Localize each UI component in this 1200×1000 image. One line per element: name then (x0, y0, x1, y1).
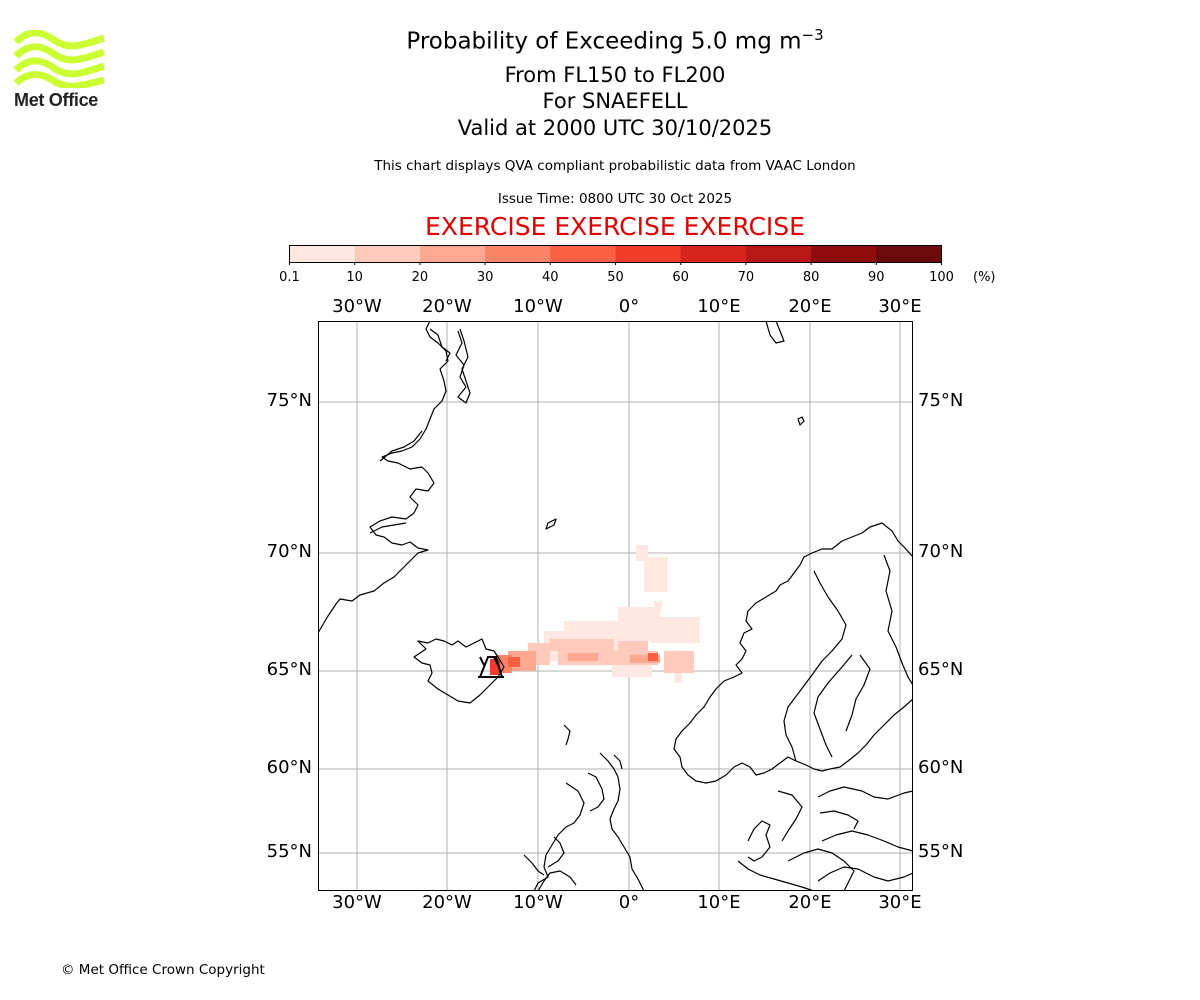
lon-label-bottom: 30°E (878, 892, 922, 913)
lat-label-right: 75°N (918, 390, 964, 411)
colorbar-cell (354, 245, 421, 263)
colorbar-tick-label: 100 (929, 270, 954, 285)
lat-label-right: 60°N (918, 757, 964, 778)
exercise-banner: EXERCISE EXERCISE EXERCISE (425, 212, 805, 241)
lon-label-bottom: 10°E (697, 892, 741, 913)
flight-level-range: From FL150 to FL200 (504, 63, 726, 87)
lon-label-bottom: 0° (618, 892, 640, 913)
lon-label-bottom: 10°W (513, 892, 563, 913)
probability-field (490, 545, 700, 683)
colorbar-tick-label: 20 (411, 270, 429, 285)
colorbar-tick-label: 70 (737, 270, 755, 285)
lon-label-bottom: 20°E (788, 892, 832, 913)
lat-label-left: 75°N (266, 390, 312, 411)
colorbar-cell (289, 245, 356, 263)
lon-label-top: 0° (618, 296, 640, 317)
met-office-waves-icon (14, 30, 106, 88)
coastlines (318, 321, 913, 891)
subtitle: This chart displays QVA compliant probab… (374, 158, 856, 174)
lon-label-bottom: 20°W (422, 892, 472, 913)
lon-label-top: 20°W (422, 296, 472, 317)
colorbar-cell (745, 245, 812, 263)
valid-time: Valid at 2000 UTC 30/10/2025 (457, 116, 773, 140)
colorbar-tick-label: 50 (607, 270, 624, 285)
colorbar-cell (485, 245, 551, 263)
colorbar-tick-label: 60 (672, 270, 689, 285)
lon-label-top: 10°W (513, 296, 563, 317)
volcano-marker-icon (478, 656, 504, 678)
colorbar-cell (680, 245, 747, 263)
issue-time: Issue Time: 0800 UTC 30 Oct 2025 (497, 191, 733, 207)
met-office-logo: Met Office (14, 30, 106, 111)
lat-label-left: 55°N (266, 841, 312, 862)
lat-label-left: 60°N (266, 757, 312, 778)
volcano-name: For SNAEFELL (542, 89, 688, 113)
lon-label-top: 30°E (878, 296, 922, 317)
title-superscript: −3 (801, 26, 824, 44)
lat-label-right: 70°N (918, 541, 964, 562)
colorbar-cell (811, 245, 877, 263)
lon-label-bottom: 30°W (332, 892, 382, 913)
map (318, 321, 913, 891)
colorbar-cell (419, 245, 486, 263)
colorbar-tick-label: 30 (476, 270, 494, 285)
colorbar (289, 245, 942, 265)
logo-text: Met Office (14, 90, 99, 110)
colorbar-tick-label: 0.1 (279, 270, 300, 285)
lon-label-top: 30°W (332, 296, 382, 317)
colorbar-cell (615, 245, 682, 263)
lon-label-top: 20°E (788, 296, 832, 317)
lat-label-right: 55°N (918, 841, 964, 862)
lat-label-left: 65°N (266, 659, 312, 680)
lon-label-top: 10°E (697, 296, 741, 317)
colorbar-unit: (%) (973, 270, 996, 285)
colorbar-tick-label: 40 (542, 270, 559, 285)
colorbar-tick-label: 90 (868, 270, 885, 285)
lat-label-left: 70°N (266, 541, 312, 562)
colorbar-cell (876, 245, 942, 263)
copyright: © Met Office Crown Copyright (61, 962, 265, 978)
colorbar-tick-label: 10 (346, 270, 363, 285)
map-frame (318, 321, 913, 891)
title-main: Probability of Exceeding 5.0 mg m (406, 28, 802, 55)
chart-title: Probability of Exceeding 5.0 mg m−3 (0, 26, 1200, 55)
lat-label-right: 65°N (918, 659, 964, 680)
colorbar-cell (550, 245, 616, 263)
colorbar-tick-label: 80 (802, 270, 820, 285)
